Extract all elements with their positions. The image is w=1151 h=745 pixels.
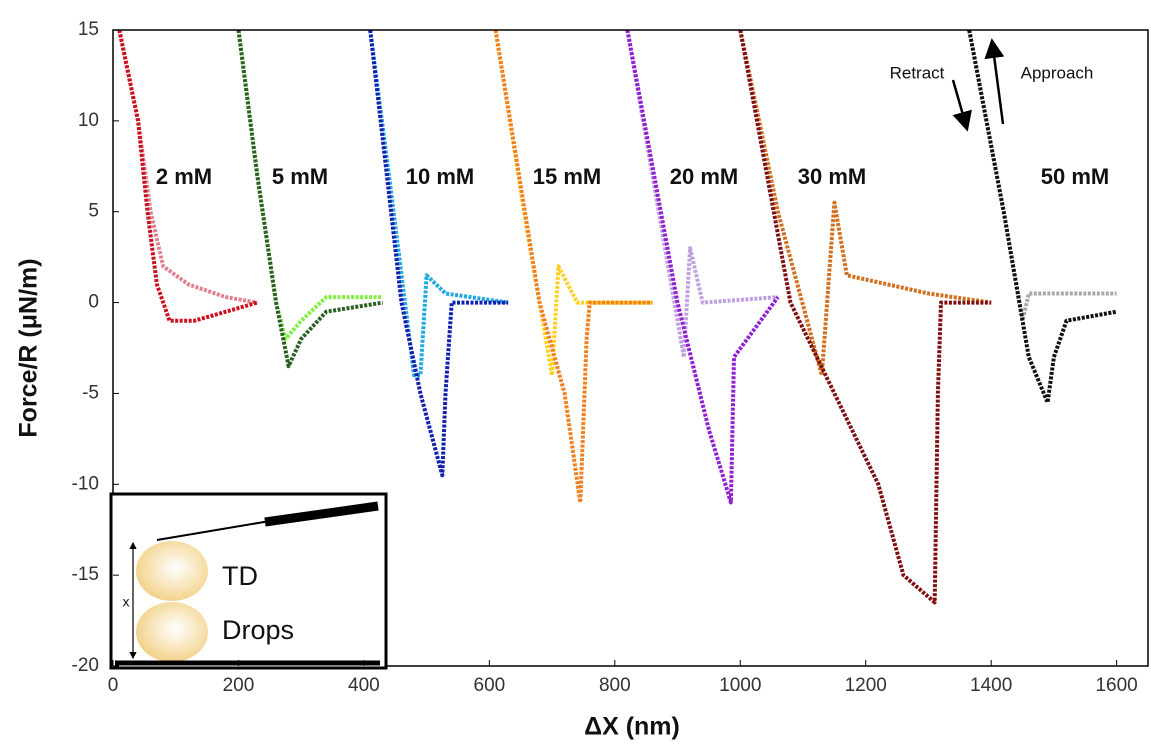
x-axis-title: ΔX (nm) (584, 713, 680, 741)
annotation: 2 mM (156, 164, 212, 189)
y-tick-label: -20 (72, 655, 99, 676)
force-curve (236, 29, 384, 369)
annotation: Approach (1021, 63, 1094, 82)
drop (136, 602, 208, 662)
plot-area (117, 29, 1117, 605)
cantilever (156, 520, 271, 541)
y-tick-label: -10 (72, 473, 99, 494)
drop (136, 541, 208, 601)
annotation: 15 mM (533, 164, 601, 189)
y-tick-label: 15 (78, 19, 99, 40)
force-curve (738, 29, 992, 378)
x-tick-label: 400 (348, 675, 380, 696)
force-curve (368, 29, 509, 478)
y-tick-label: 0 (88, 292, 99, 313)
x-tick-label: 1600 (1095, 675, 1137, 696)
annotation: 10 mM (406, 164, 474, 189)
x-tick-label: 1000 (719, 675, 761, 696)
plot-frame (112, 29, 1149, 667)
force-curve (625, 29, 779, 360)
inset-label: TD (222, 561, 258, 591)
x-tick-label: 0 (108, 675, 119, 696)
y-tick-label: 5 (88, 201, 99, 222)
inset-label: Drops (222, 615, 294, 645)
y-tick-label: -15 (72, 564, 99, 585)
x-tick-label: 1400 (970, 675, 1012, 696)
inset: x TD Drops (109, 492, 388, 670)
force-curve (738, 29, 992, 605)
annotation: Retract (890, 63, 945, 82)
annotation: 5 mM (272, 164, 328, 189)
force-curve (117, 29, 258, 323)
y-tick-label: 10 (78, 110, 99, 131)
annotation: 20 mM (670, 164, 738, 189)
annotation: 30 mM (798, 164, 866, 189)
force-curve (625, 29, 780, 505)
y-tick-label: -5 (82, 382, 99, 403)
force-curve (368, 29, 509, 378)
y-axis-title: Force/R (μN/m) (15, 258, 43, 437)
cantilever-holder (264, 501, 379, 527)
retract-arrow (951, 79, 972, 132)
force-curve (493, 29, 653, 378)
approach-arrow (984, 38, 1005, 125)
force-curve (493, 29, 653, 505)
x-tick-label: 600 (474, 675, 506, 696)
force-curve (967, 29, 1117, 405)
x-tick-label: 1200 (845, 675, 887, 696)
x-tick-label: 800 (599, 675, 631, 696)
distance-label: x (123, 594, 130, 610)
annotation: 50 mM (1041, 164, 1109, 189)
x-tick-label: 200 (223, 675, 255, 696)
